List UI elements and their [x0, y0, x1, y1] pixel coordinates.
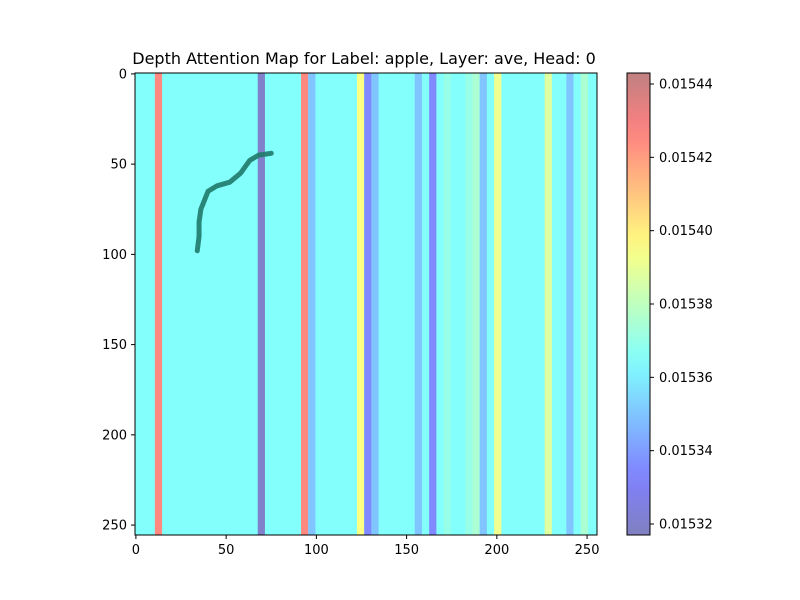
x-tick-label: 100 — [304, 543, 329, 558]
chart-title: Depth Attention Map for Label: apple, La… — [132, 49, 596, 68]
heatmap-column-band — [364, 73, 372, 535]
colorbar-tick-label: 0.01536 — [659, 371, 713, 386]
x-tick-label: 0 — [132, 543, 140, 558]
y-axis: 0 50 100 150 200 250 — [102, 67, 135, 534]
heatmap-column-band — [566, 73, 574, 535]
overlay-streak — [194, 150, 274, 254]
heatmap-column-band — [356, 73, 365, 535]
heatmap-column-band — [257, 73, 265, 535]
heatmap-column-band — [465, 73, 473, 535]
heatmap-column-band — [443, 73, 451, 535]
x-tick-label: 150 — [394, 543, 419, 558]
colorbar: 0.01532 0.01534 0.01536 0.01538 0.01540 0.015… — [626, 72, 713, 536]
colorbar-scale — [626, 72, 651, 536]
colorbar-tick-label: 0.01542 — [659, 151, 713, 166]
y-tick-label: 100 — [102, 248, 127, 263]
y-tick-label: 250 — [102, 519, 127, 534]
colorbar-tick-label: 0.01534 — [659, 444, 713, 459]
heatmap-column-band — [479, 73, 487, 535]
x-tick-label: 250 — [575, 543, 600, 558]
heatmap-column-band — [429, 73, 437, 535]
heatmap-column-band — [301, 73, 309, 535]
plot-area — [134, 72, 598, 536]
plot-frame — [134, 72, 598, 536]
x-tick-label: 50 — [218, 543, 235, 558]
colorbar-tick-label: 0.01532 — [659, 518, 713, 533]
colorbar-tick-label: 0.01544 — [659, 78, 713, 93]
heatmap-column-band — [308, 73, 316, 535]
y-tick-label: 0 — [119, 67, 127, 82]
y-tick-label: 200 — [102, 428, 127, 443]
heatmap-column-band — [472, 73, 480, 535]
heatmap-column-band — [580, 73, 588, 535]
heatmap-column-band — [371, 73, 379, 535]
x-tick-label: 200 — [484, 543, 509, 558]
colorbar-tick-label: 0.01540 — [659, 224, 713, 239]
heatmap-column-band — [154, 73, 163, 535]
colorbar-tick-label: 0.01538 — [659, 298, 713, 313]
heatmap-column-band — [494, 73, 502, 535]
y-tick-label: 150 — [102, 338, 127, 353]
heatmap-column-band — [544, 73, 552, 535]
heatmap-column-band — [414, 73, 422, 535]
x-axis: 0 50 100 150 200 250 — [132, 535, 600, 558]
y-tick-label: 50 — [110, 158, 127, 173]
